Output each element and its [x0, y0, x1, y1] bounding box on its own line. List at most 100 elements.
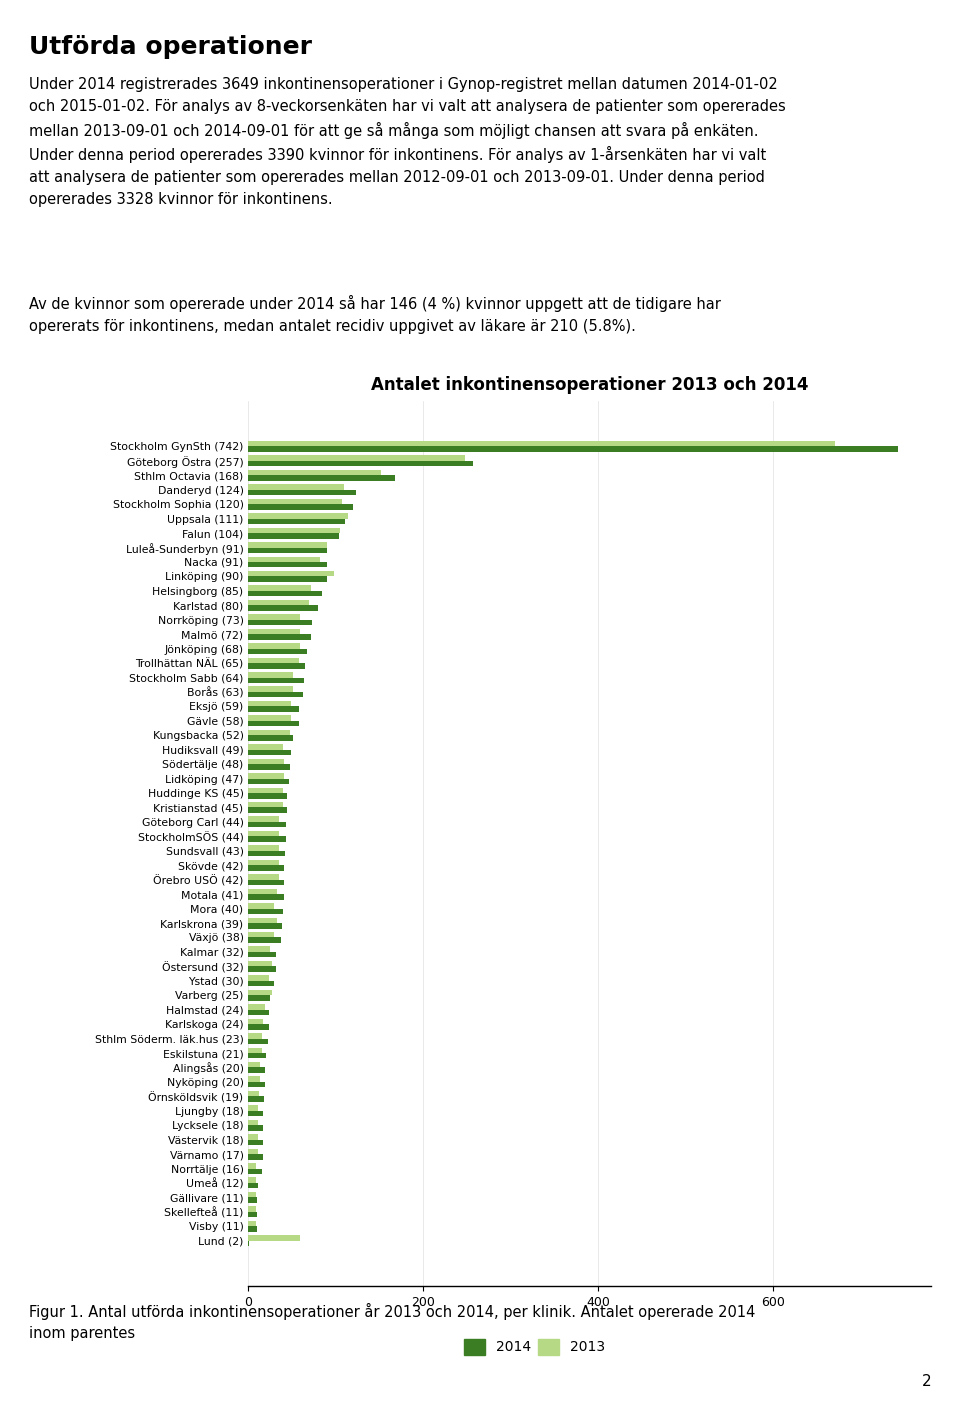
Bar — [248, 441, 835, 447]
Bar — [248, 903, 274, 908]
Bar — [248, 1206, 255, 1212]
Bar — [248, 614, 300, 620]
Bar — [248, 585, 311, 591]
Text: 2: 2 — [922, 1374, 931, 1389]
Bar — [248, 658, 299, 664]
Bar — [248, 922, 282, 928]
Bar — [248, 817, 279, 823]
Bar — [248, 1236, 300, 1240]
Text: Under 2014 registrerades 3649 inkontinensoperationer i Gynop-registret mellan da: Under 2014 registrerades 3649 inkontinen… — [29, 77, 785, 207]
Bar — [248, 447, 898, 451]
Title: Antalet inkontinensoperationer 2013 och 2014: Antalet inkontinensoperationer 2013 och … — [371, 375, 808, 394]
Bar — [248, 952, 276, 957]
Bar — [248, 875, 279, 880]
Bar — [248, 721, 299, 727]
Bar — [248, 706, 300, 711]
Bar — [248, 938, 281, 943]
Bar — [248, 1111, 263, 1116]
Bar — [248, 519, 345, 524]
Bar — [248, 600, 309, 606]
Bar — [248, 759, 283, 765]
Bar — [248, 1024, 269, 1029]
Bar — [248, 765, 290, 769]
Bar — [248, 932, 274, 938]
Bar — [248, 851, 285, 856]
Bar — [248, 1163, 256, 1168]
Bar — [248, 749, 291, 755]
Bar — [248, 1177, 255, 1182]
Bar — [248, 981, 274, 986]
Legend: 2014, 2013: 2014, 2013 — [459, 1333, 611, 1361]
Bar — [248, 1135, 258, 1140]
Bar — [248, 1097, 264, 1102]
Bar — [248, 1067, 265, 1073]
Bar — [248, 606, 318, 610]
Bar — [248, 1182, 258, 1188]
Bar — [248, 1220, 255, 1226]
Bar — [248, 894, 283, 900]
Bar — [248, 461, 473, 467]
Bar — [248, 773, 284, 779]
Text: Utförda operationer: Utförda operationer — [29, 35, 312, 59]
Bar — [248, 744, 283, 749]
Bar — [248, 475, 395, 481]
Bar — [248, 557, 320, 562]
Bar — [248, 823, 286, 827]
Bar — [248, 470, 381, 475]
Bar — [248, 1125, 263, 1130]
Bar — [248, 787, 283, 793]
Bar — [248, 735, 293, 741]
Bar — [248, 1033, 262, 1039]
Bar — [248, 1154, 263, 1160]
Bar — [248, 1105, 258, 1111]
Bar — [248, 1053, 266, 1059]
Bar — [248, 1149, 258, 1154]
Bar — [248, 505, 353, 510]
Bar — [248, 1081, 265, 1087]
Bar — [248, 976, 269, 981]
Bar — [248, 692, 303, 697]
Bar — [248, 889, 276, 894]
Bar — [248, 576, 326, 582]
Bar — [248, 527, 340, 533]
Bar — [248, 880, 284, 886]
Bar — [248, 837, 286, 842]
Bar — [248, 1226, 257, 1232]
Bar — [248, 1198, 257, 1204]
Bar — [248, 591, 323, 596]
Bar — [248, 672, 293, 678]
Bar — [248, 946, 271, 952]
Bar — [248, 1039, 268, 1045]
Bar — [248, 543, 326, 547]
Bar — [248, 1091, 259, 1097]
Bar — [248, 990, 273, 995]
Bar — [248, 730, 290, 735]
Bar — [248, 908, 283, 914]
Bar — [248, 779, 289, 785]
Bar — [248, 648, 307, 654]
Bar — [248, 1077, 260, 1081]
Bar — [248, 571, 333, 576]
Bar — [248, 716, 292, 721]
Bar — [248, 860, 279, 865]
Bar — [248, 845, 279, 851]
Bar — [248, 489, 356, 495]
Bar — [248, 620, 312, 626]
Bar — [248, 807, 287, 813]
Bar — [248, 960, 273, 966]
Bar — [248, 547, 327, 553]
Bar — [248, 1018, 263, 1024]
Text: Av de kvinnor som opererade under 2014 så har 146 (4 %) kvinnor uppgett att de t: Av de kvinnor som opererade under 2014 s… — [29, 295, 721, 333]
Bar — [248, 456, 465, 461]
Bar — [248, 678, 303, 683]
Bar — [248, 918, 277, 922]
Bar — [248, 831, 279, 837]
Bar — [248, 643, 300, 648]
Bar — [248, 484, 344, 489]
Bar — [248, 664, 304, 669]
Bar — [248, 1119, 258, 1125]
Bar — [248, 1240, 250, 1246]
Bar — [248, 533, 339, 538]
Bar — [248, 702, 292, 706]
Bar — [248, 1192, 255, 1198]
